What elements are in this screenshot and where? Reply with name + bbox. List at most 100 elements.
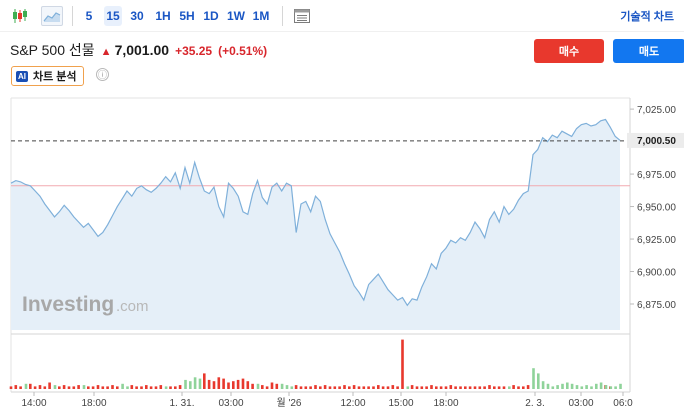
price-change-percent: (+0.51%) <box>218 44 268 58</box>
volume-bar-down <box>91 386 95 389</box>
volume-bar-down <box>425 386 428 389</box>
volume-bar-down <box>241 378 245 389</box>
timeframe-1w[interactable]: 1W <box>227 9 245 23</box>
volume-bar-up <box>532 368 535 389</box>
volume-bar-down <box>33 386 37 389</box>
x-tick-label: 15:00 <box>388 398 413 409</box>
volume-bar-down <box>232 381 235 389</box>
volume-bar-down <box>58 386 61 389</box>
timeframe-30[interactable]: 30 <box>130 9 144 23</box>
volume-bar-down <box>444 386 448 389</box>
volume-bar-up <box>126 386 129 389</box>
volume-bar-down <box>517 386 520 389</box>
volume-bar-up <box>609 386 613 389</box>
technical-chart-link[interactable]: 기술적 차트 <box>620 11 674 23</box>
volume-bar-down <box>459 386 462 389</box>
volume-bar-down <box>106 386 109 389</box>
volume-bar-up <box>590 386 593 389</box>
investing-watermark: Investing .com <box>22 293 149 316</box>
volume-bar-down <box>304 386 308 389</box>
volume-bar-up <box>614 386 617 389</box>
volume-bar-down <box>217 377 221 389</box>
volume-bar-down <box>72 386 76 389</box>
x-tick-label: 06:0 <box>613 398 633 409</box>
timeframe-1d[interactable]: 1D <box>203 9 219 23</box>
volume-bar-down <box>246 381 250 389</box>
y-tick-label: 6,875.00 <box>637 300 676 311</box>
volume-bar-down <box>87 386 90 389</box>
volume-bar-down <box>265 386 269 389</box>
volume-bar-down <box>319 386 322 389</box>
up-arrow-icon: ▲ <box>100 46 112 58</box>
last-price: 7,001.00 <box>114 42 170 58</box>
y-tick-label: 6,900.00 <box>637 268 676 279</box>
volume-bar-down <box>328 386 332 389</box>
timeframe-15[interactable]: 15 <box>104 6 122 26</box>
volume-bar-up <box>198 378 202 389</box>
volume-bar-down <box>275 383 279 389</box>
volume-bar-down <box>343 385 346 389</box>
volume-bar-down <box>338 386 341 389</box>
volume-bar-down <box>178 385 182 389</box>
volume-bar-down <box>251 383 254 389</box>
price-line <box>10 118 621 307</box>
x-tick-label: 03:00 <box>568 398 593 409</box>
volume-bar-up <box>619 383 622 389</box>
ai-chart-analysis-button[interactable]: AI 차트 분석 <box>11 66 84 86</box>
volume-bars <box>9 339 622 389</box>
volume-bar-up <box>290 386 294 389</box>
volume-bar-up <box>585 385 588 389</box>
timeframe-1h[interactable]: 1H <box>155 9 171 23</box>
candlestick-icon[interactable] <box>10 6 30 26</box>
volume-bar-up <box>537 373 540 389</box>
watermark-main: Investing <box>22 293 114 316</box>
chart-toolbar: 5 15 30 1H 5H 1D 1W 1M 기술적 차트 <box>0 0 684 32</box>
price-area-fill <box>11 119 620 330</box>
volume-bar-down <box>357 386 361 389</box>
timeframe-5[interactable]: 5 <box>85 9 93 23</box>
info-icon[interactable]: ⓘ <box>96 68 109 81</box>
volume-bar-down <box>396 386 399 389</box>
volume-bar-up <box>595 383 598 389</box>
volume-bar-up <box>406 386 410 389</box>
last-price-label: 7,000.50 <box>627 132 684 148</box>
volume-bar-down <box>203 373 206 389</box>
table-icon[interactable] <box>292 6 312 26</box>
volume-bar-down <box>159 385 163 389</box>
volume-bar-down <box>294 385 298 389</box>
volume-bar-down <box>207 379 211 389</box>
volume-bar-down <box>478 386 482 389</box>
volume-bar-down <box>212 381 216 389</box>
volume-bar-down <box>77 385 80 389</box>
volume-bar-up <box>575 385 579 389</box>
volume-bar-down <box>377 385 380 389</box>
volume-bar-up <box>561 383 564 389</box>
toolbar-divider <box>72 6 73 26</box>
y-tick-label: 6,950.00 <box>637 203 676 214</box>
volume-bar-down <box>473 386 477 389</box>
volume-bar-up <box>256 383 260 389</box>
volume-bar-up <box>508 386 511 389</box>
x-tick-label: 14:00 <box>21 398 46 409</box>
volume-bar-down <box>140 386 143 389</box>
x-tick-label: 03:00 <box>218 398 243 409</box>
y-tick-label: 6,975.00 <box>637 170 676 181</box>
buy-button[interactable]: 매수 <box>534 39 604 63</box>
toolbar-divider <box>282 6 283 26</box>
svg-text:7,000.50: 7,000.50 <box>637 136 676 147</box>
volume-bar-down <box>410 385 414 389</box>
x-tick-label: 월 '26 <box>276 397 301 409</box>
timeframe-5h[interactable]: 5H <box>179 9 195 23</box>
sell-button[interactable]: 매도 <box>613 39 684 63</box>
timeframe-1m[interactable]: 1M <box>252 9 270 23</box>
volume-bar-down <box>497 386 501 389</box>
area-chart-icon[interactable] <box>41 6 63 26</box>
volume-bar-up <box>193 377 197 389</box>
volume-bar-down <box>381 386 385 389</box>
volume-bar-down <box>43 386 47 389</box>
volume-bar-down <box>415 386 419 389</box>
volume-bar-down <box>362 386 366 389</box>
volume-bar-up <box>121 383 124 389</box>
